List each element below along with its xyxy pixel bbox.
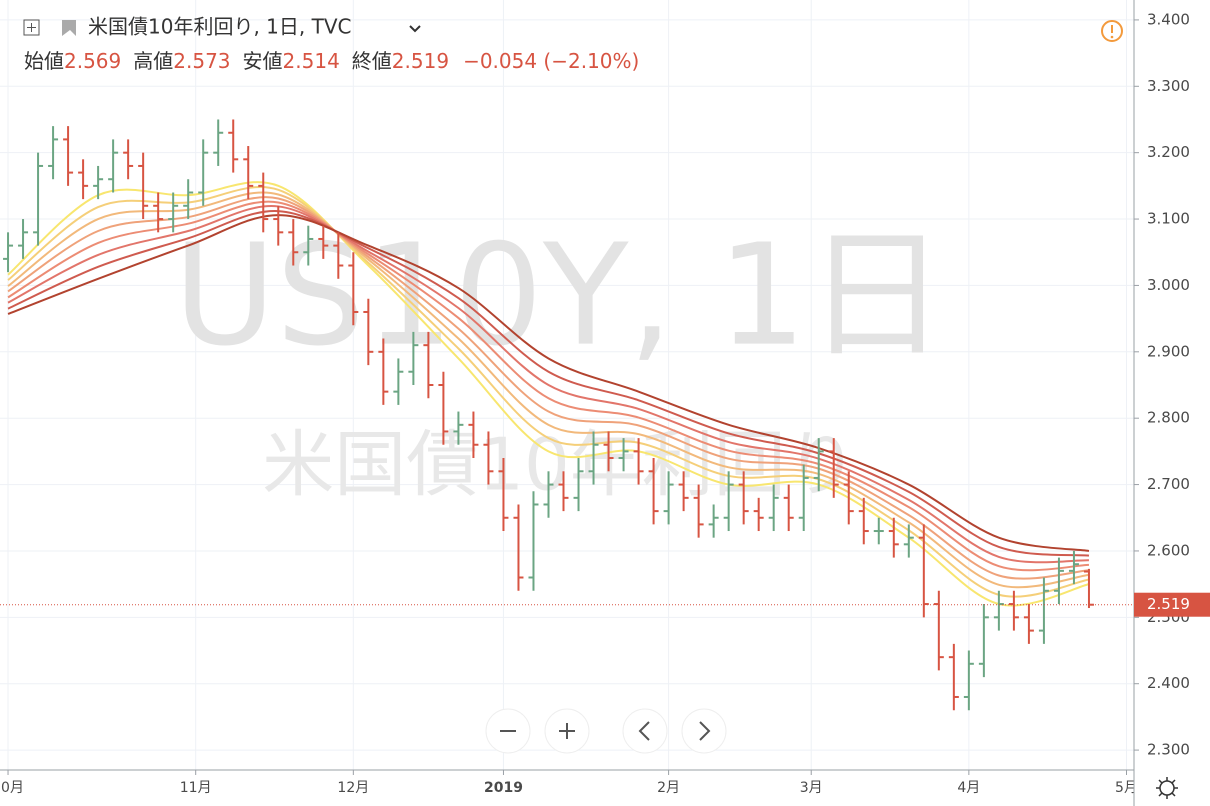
- scroll-right-button[interactable]: [681, 708, 727, 754]
- ema-line: [7, 200, 1089, 572]
- legend-item: 高値: [133, 49, 173, 73]
- y-axis: 2.3002.4002.5002.6002.7002.8002.9003.000…: [1134, 10, 1190, 759]
- legend-item: 終値: [352, 49, 392, 73]
- header: 米国債10年利回り, 1日, TVC 始値2.569 高値2.573 安値2.514…: [23, 15, 1123, 73]
- y-tick-label: 2.700: [1147, 475, 1190, 493]
- y-tick-label: 3.000: [1147, 276, 1190, 294]
- scroll-left-button[interactable]: [622, 708, 668, 754]
- legend-item: 2.573: [173, 49, 230, 73]
- icon-part: [638, 721, 650, 741]
- flag-icon[interactable]: [62, 20, 76, 36]
- y-tick-label: 3.400: [1147, 10, 1190, 28]
- y-tick-label: 2.900: [1147, 342, 1190, 360]
- settings-button[interactable]: [1156, 777, 1178, 799]
- x-tick-label: 5月: [1115, 780, 1138, 796]
- legend-item: 2.519: [392, 49, 449, 73]
- symbol-title[interactable]: 米国債10年利回り, 1日, TVC: [88, 15, 351, 39]
- y-tick-label: 2.600: [1147, 541, 1190, 559]
- ohlc-legend: 始値2.569 高値2.573 安値2.514 終値2.519 −0.054 (−2.1…: [24, 49, 639, 73]
- dropdown-arrow[interactable]: [409, 25, 421, 33]
- x-axis: 10月 11月 12月 2019 2月 3月 4月 5月: [0, 770, 1138, 796]
- x-tick-label: 11月: [180, 780, 212, 796]
- legend-item: 安値: [243, 49, 283, 73]
- x-tick-label: 4月: [957, 780, 980, 796]
- y-tick-label: 2.400: [1147, 674, 1190, 692]
- watermark: US10Y, 1日: [173, 215, 946, 378]
- icon-part: [1110, 35, 1114, 39]
- x-tick-label: 12月: [337, 780, 369, 796]
- price-axis-panel: [1134, 0, 1210, 806]
- grid: [0, 0, 1134, 770]
- expand-icon[interactable]: [23, 19, 40, 36]
- x-tick-label: 2月: [657, 780, 680, 796]
- legend-item: 始値: [24, 49, 64, 73]
- y-tick-label: 3.300: [1147, 77, 1190, 95]
- gear-teeth: [1156, 777, 1178, 799]
- y-tick-label: 3.100: [1147, 210, 1190, 228]
- ema-line: [7, 214, 1090, 552]
- x-tick-label: 10月: [0, 780, 24, 796]
- y-tick-label: 3.200: [1147, 143, 1190, 161]
- last-price-label: 2.519: [1147, 595, 1190, 613]
- y-tick-label: 2.800: [1147, 409, 1190, 427]
- icon-part: [699, 721, 711, 741]
- legend-item: 2.514: [283, 49, 340, 73]
- x-tick-label: 2019: [484, 780, 523, 796]
- ema-line: [7, 205, 1089, 564]
- nav-buttons: [485, 708, 727, 754]
- watermark-sub: 米国債10年利回り: [262, 423, 858, 507]
- last-price-box: [1134, 592, 1210, 617]
- bars: [3, 119, 1094, 711]
- alert-icon[interactable]: [1101, 20, 1123, 42]
- legend-item: −0.054 (−2.10%): [463, 49, 639, 73]
- y-tick-label: 2.300: [1147, 741, 1190, 759]
- x-tick-label: 3月: [800, 780, 823, 796]
- ema-line: [7, 210, 1090, 557]
- legend-item: 2.569: [64, 49, 121, 73]
